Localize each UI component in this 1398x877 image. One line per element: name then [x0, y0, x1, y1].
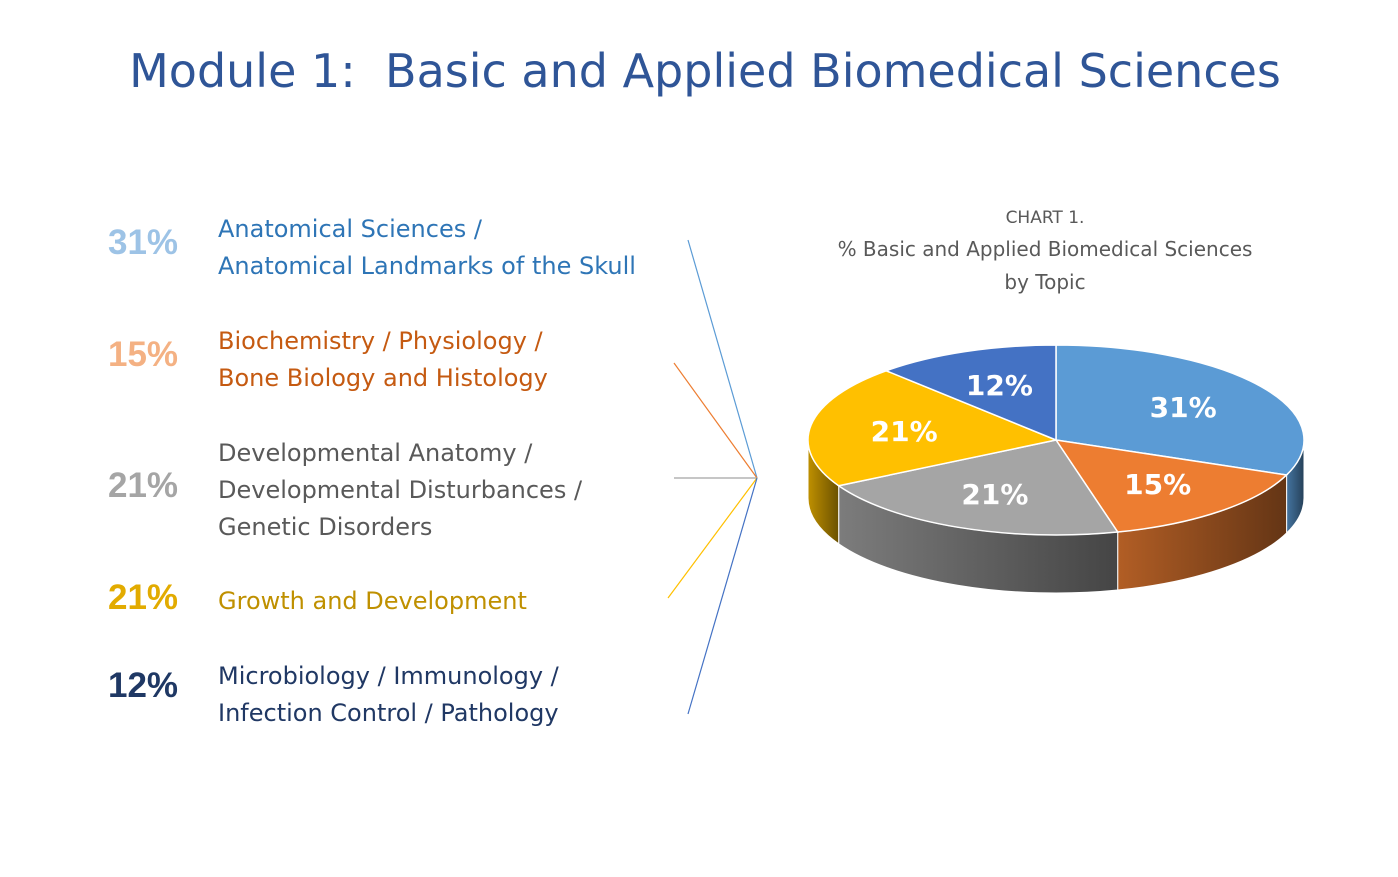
- pie-label-developmental: 21%: [961, 478, 1028, 511]
- connector-line-growth: [667, 477, 758, 599]
- legend-line: Infection Control / Pathology: [218, 699, 559, 727]
- legend-percent-anatomical: 31%: [108, 223, 179, 262]
- pie-slice-anatomical: [1055, 344, 1305, 476]
- legend-label-developmental: Developmental Anatomy / Developmental Di…: [218, 435, 678, 546]
- pie-slice-developmental: [836, 439, 1120, 536]
- legend-line: Biochemistry / Physiology /: [218, 327, 543, 355]
- connector-line-anatomical: [687, 239, 758, 479]
- legend-line: Anatomical Landmarks of the Skull: [218, 252, 636, 280]
- legend-line: Growth and Development: [218, 587, 527, 615]
- legend-line: Genetic Disorders: [218, 513, 433, 541]
- legend-line: Bone Biology and Histology: [218, 364, 548, 392]
- chart-title: CHART 1.: [1005, 208, 1085, 228]
- legend-line: Developmental Anatomy /: [218, 439, 533, 467]
- connector-line-biochemistry: [673, 362, 758, 479]
- pie-slice-growth: [807, 369, 1059, 487]
- title-prefix: Module 1:: [129, 44, 356, 98]
- pie-slice-microbiology: [884, 344, 1057, 442]
- legend-line: Microbiology / Immunology /: [218, 662, 559, 690]
- legend-percent-biochemistry: 15%: [108, 335, 179, 374]
- connector-line-microbiology: [687, 477, 758, 715]
- pie-label-biochemistry: 15%: [1124, 468, 1191, 501]
- title-main: Basic and Applied Biomedical Sciences: [385, 44, 1281, 98]
- pie-label-microbiology: 12%: [966, 369, 1033, 402]
- chart-subtitle-line: by Topic: [1004, 270, 1086, 294]
- legend-label-anatomical: Anatomical Sciences / Anatomical Landmar…: [218, 211, 678, 285]
- chart-subtitle-line: % Basic and Applied Biomedical Sciences: [837, 237, 1253, 261]
- legend-label-microbiology: Microbiology / Immunology / Infection Co…: [218, 658, 678, 732]
- legend-line: Developmental Disturbances /: [218, 476, 583, 504]
- pie-slice-biochemistry: [1054, 439, 1289, 533]
- legend-label-growth: Growth and Development: [218, 583, 678, 620]
- page-title: Module 1: Basic and Applied Biomedical S…: [0, 44, 1398, 98]
- legend-percent-developmental: 21%: [108, 466, 179, 505]
- pie-label-growth: 21%: [871, 415, 938, 448]
- legend-line: Anatomical Sciences /: [218, 215, 482, 243]
- legend-percent-growth: 21%: [108, 578, 179, 617]
- legend-percent-microbiology: 12%: [108, 666, 179, 705]
- pie-label-anatomical: 31%: [1150, 391, 1217, 424]
- legend-label-biochemistry: Biochemistry / Physiology / Bone Biology…: [218, 323, 678, 397]
